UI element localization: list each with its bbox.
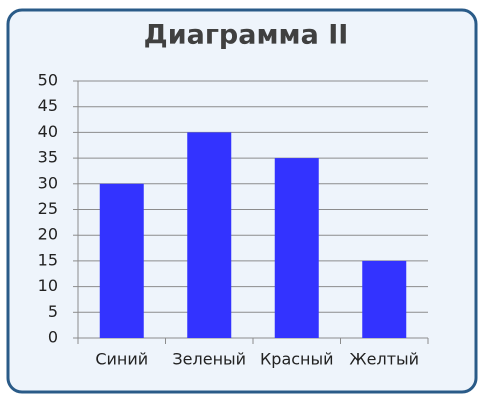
bar (274, 158, 319, 338)
y-tick-label: 5 (48, 302, 58, 321)
chart-title: Диаграмма II (144, 20, 349, 51)
y-tick-label: 40 (38, 122, 58, 141)
y-tick-label: 45 (38, 96, 58, 115)
bar (99, 183, 144, 338)
x-tick-label: Красный (260, 350, 334, 369)
bar (362, 260, 407, 338)
x-tick-label: Желтый (349, 350, 419, 369)
y-tick-label: 20 (38, 225, 58, 244)
y-tick-label: 10 (38, 276, 58, 295)
y-tick-label: 25 (38, 199, 58, 218)
y-tick-label: 15 (38, 250, 58, 269)
y-tick-label: 35 (38, 148, 58, 167)
bar (187, 132, 232, 338)
x-tick-label: Зеленый (172, 350, 246, 369)
y-tick-label: 50 (38, 71, 58, 90)
x-tick-label: Синий (95, 350, 148, 369)
y-tick-label: 0 (48, 328, 58, 347)
y-tick-label: 30 (38, 173, 58, 192)
